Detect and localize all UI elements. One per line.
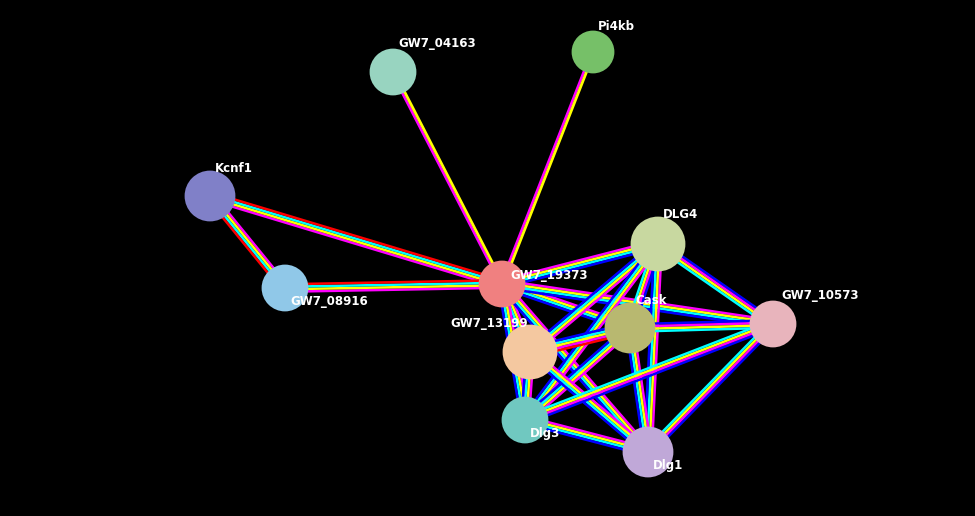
Text: GW7_10573: GW7_10573 bbox=[781, 289, 859, 302]
Circle shape bbox=[632, 218, 684, 270]
Circle shape bbox=[503, 398, 547, 442]
Circle shape bbox=[504, 326, 556, 378]
Text: GW7_13199: GW7_13199 bbox=[450, 317, 527, 331]
Circle shape bbox=[371, 50, 415, 94]
Circle shape bbox=[751, 302, 795, 346]
Circle shape bbox=[186, 172, 234, 220]
Circle shape bbox=[263, 266, 307, 310]
Text: GW7_08916: GW7_08916 bbox=[290, 296, 368, 309]
Text: GW7_19373: GW7_19373 bbox=[510, 269, 588, 282]
Text: Pi4kb: Pi4kb bbox=[598, 20, 635, 33]
Circle shape bbox=[624, 428, 672, 476]
Text: Kcnf1: Kcnf1 bbox=[215, 162, 253, 174]
Text: GW7_04163: GW7_04163 bbox=[398, 38, 476, 51]
Circle shape bbox=[573, 32, 613, 72]
Circle shape bbox=[606, 304, 654, 352]
Text: DLG4: DLG4 bbox=[663, 207, 698, 220]
Text: Dlg3: Dlg3 bbox=[530, 427, 561, 441]
Text: Cask: Cask bbox=[635, 294, 667, 307]
Text: Dlg1: Dlg1 bbox=[653, 460, 683, 473]
Circle shape bbox=[480, 262, 524, 306]
